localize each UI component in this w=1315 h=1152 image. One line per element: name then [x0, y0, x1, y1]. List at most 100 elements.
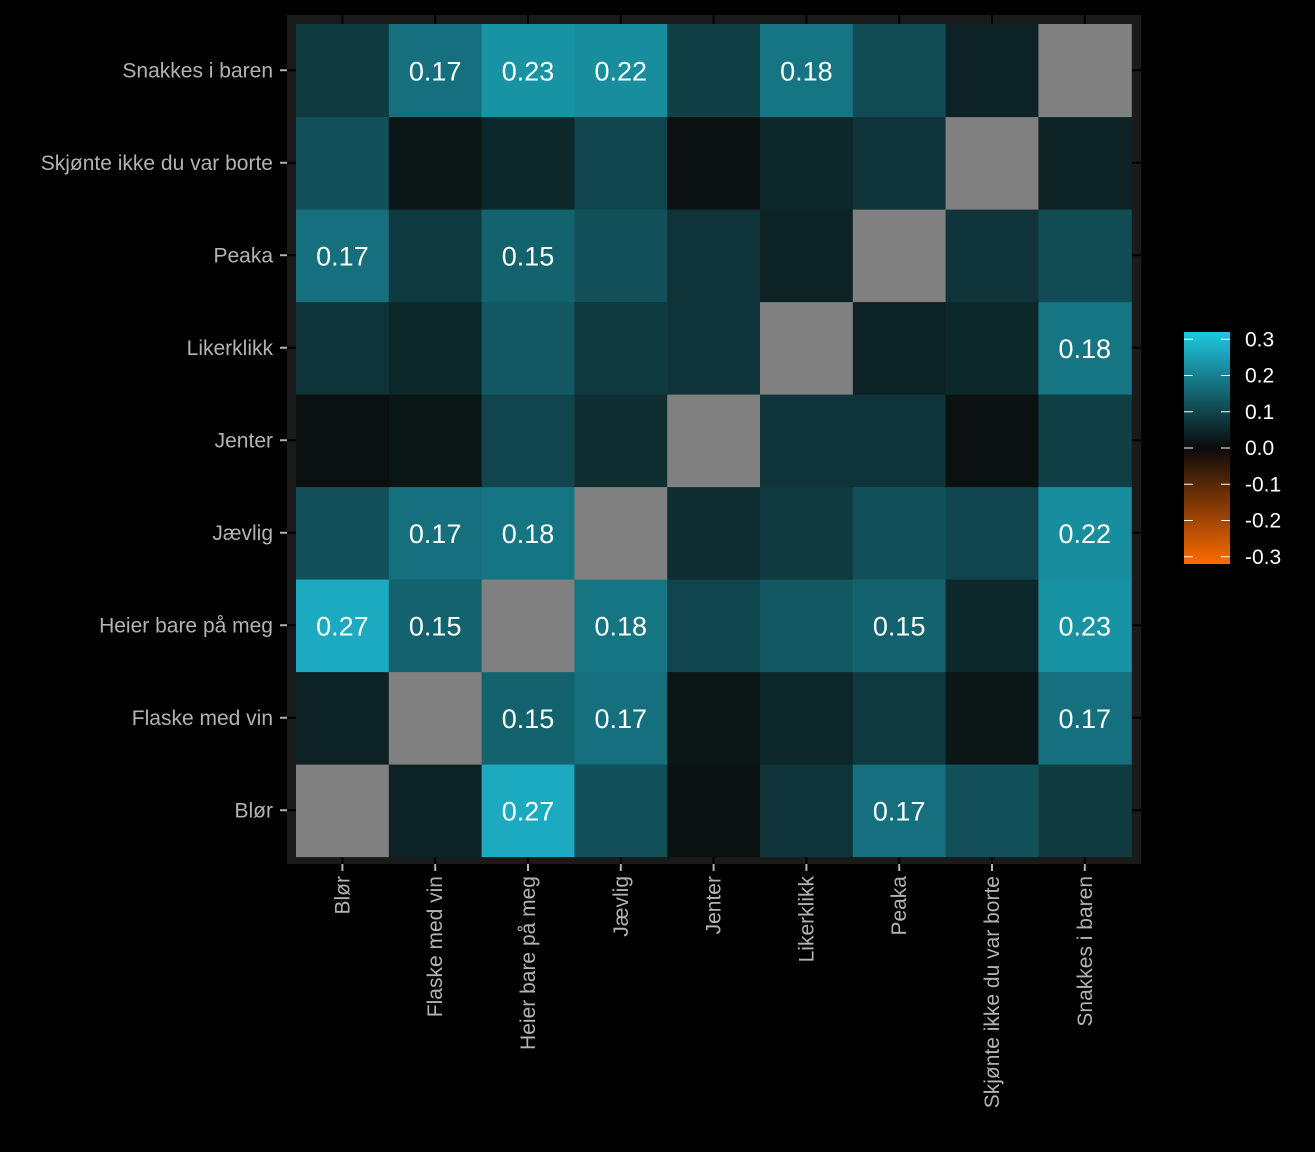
heatmap-cell	[852, 24, 947, 118]
y-tick-label: Jenter	[215, 429, 273, 452]
heatmap-cell	[945, 24, 1039, 118]
heatmap-cell	[388, 116, 483, 210]
y-tick-label: Jævlig	[212, 522, 273, 545]
heatmap-cell	[760, 394, 854, 488]
legend-tick-label: -0.1	[1245, 473, 1281, 496]
heatmap-cell	[481, 579, 575, 673]
heatmap-cell	[388, 486, 483, 580]
cell-value-label: 0.17	[409, 56, 462, 86]
heatmap-cell	[481, 24, 575, 118]
heatmap-cell	[760, 671, 854, 765]
cell-value-label: 0.17	[595, 704, 648, 734]
y-tick-label: Heier bare på meg	[99, 614, 273, 637]
x-tick-label: Flaske med vin	[424, 876, 447, 1017]
legend-tick-label: -0.2	[1245, 510, 1281, 533]
heatmap-cell	[1038, 209, 1132, 303]
heatmap-cell	[388, 394, 483, 488]
heatmap-cell	[760, 116, 854, 210]
heatmap-cell	[296, 116, 390, 210]
heatmap-cell	[1038, 764, 1132, 858]
heatmap-cell	[760, 579, 854, 673]
heatmap-cell	[296, 486, 390, 580]
heatmap-cell	[296, 579, 390, 673]
y-tick-label: Flaske med vin	[132, 707, 273, 730]
heatmap-cell	[388, 209, 483, 303]
heatmap-cell	[945, 301, 1039, 395]
heatmap-cell	[945, 764, 1039, 858]
heatmap-cell	[945, 486, 1039, 580]
heatmap-cell	[296, 764, 390, 858]
heatmap-cell	[574, 764, 668, 858]
legend-tick-label: 0.1	[1245, 401, 1274, 424]
y-tick-label: Skjønte ikke du var borte	[41, 152, 273, 175]
heatmap-cell	[481, 394, 575, 488]
cell-value-label: 0.27	[316, 611, 369, 641]
heatmap-cell	[852, 671, 947, 765]
x-tick-label: Heier bare på meg	[517, 876, 540, 1050]
heatmap-cell	[1038, 671, 1132, 765]
heatmap-cell	[667, 671, 761, 765]
legend-tick-label: 0.2	[1245, 365, 1274, 388]
heatmap-cell	[852, 486, 947, 580]
heatmap-cell	[574, 24, 668, 118]
y-tick-label: Snakkes i baren	[122, 59, 273, 82]
legend-ticks: 0.3 0.2 0.1 0.0 -0.1 -0.2 -0.3	[1184, 328, 1281, 569]
heatmap-cell	[852, 116, 947, 210]
heatmap-cell	[852, 209, 947, 303]
heatmap-cell	[1038, 486, 1132, 580]
heatmap-cell	[945, 116, 1039, 210]
heatmap-cell	[296, 394, 390, 488]
heatmap-cell	[667, 209, 761, 303]
legend-tick-label: 0.0	[1245, 437, 1274, 460]
heatmap-cell	[852, 301, 947, 395]
heatmap-cell	[574, 116, 668, 210]
heatmap-cell	[1038, 394, 1132, 488]
heatmap-cell	[760, 486, 854, 580]
heatmap-cell	[1038, 116, 1132, 210]
heatmap-cell	[945, 209, 1039, 303]
heatmap-cell	[481, 671, 575, 765]
heatmap-cell	[481, 301, 575, 395]
cell-value-label: 0.15	[502, 704, 555, 734]
cell-value-labels: 0.27 0.17 0.15 0.17 0.17 0.27 0.15 0.18 0.15 0.23…	[316, 56, 1111, 826]
heatmap-cell	[296, 301, 390, 395]
heatmap-cell	[481, 209, 575, 303]
heatmap-cell	[1038, 301, 1132, 395]
heatmap-cell	[667, 116, 761, 210]
heatmap-cell	[667, 301, 761, 395]
heatmap-cell	[388, 24, 483, 118]
heatmap-cell	[1038, 24, 1132, 118]
y-axis: Blør Flaske med vin Heier bare på meg Jævli…	[41, 59, 287, 822]
heatmap-cell	[667, 579, 761, 673]
heatmap-cell	[760, 24, 854, 118]
heatmap-cell	[945, 394, 1039, 488]
y-tick-label: Peaka	[213, 244, 273, 267]
cell-value-label: 0.18	[595, 611, 648, 641]
cell-value-label: 0.15	[409, 611, 462, 641]
heatmap-cell	[667, 394, 761, 488]
cell-value-label: 0.17	[1059, 704, 1112, 734]
heatmap-cell	[667, 24, 761, 118]
heatmap-cell	[852, 394, 947, 488]
heatmap-cell	[388, 579, 483, 673]
heatmap-cell	[852, 764, 947, 858]
heatmap-cell	[388, 301, 483, 395]
heatmap-cell	[388, 671, 483, 765]
heatmap-cell	[296, 209, 390, 303]
heatmap-cell	[760, 301, 854, 395]
heatmap-cell	[481, 116, 575, 210]
heatmap-cell	[667, 764, 761, 858]
cell-value-label: 0.15	[873, 611, 926, 641]
heatmap-cell	[574, 579, 668, 673]
color-legend: 0.3 0.2 0.1 0.0 -0.1 -0.2 -0.3	[1184, 328, 1281, 569]
heatmap-cell	[760, 209, 854, 303]
cell-value-label: 0.17	[409, 519, 462, 549]
x-tick-label: Skjønte ikke du var borte	[981, 876, 1004, 1108]
cell-value-label: 0.18	[780, 56, 833, 86]
heatmap-cell	[852, 579, 947, 673]
x-tick-label: Likerklikk	[795, 876, 818, 963]
y-tick-label: Likerklikk	[187, 337, 274, 360]
cell-value-label: 0.23	[502, 56, 555, 86]
y-tick-label: Blør	[235, 799, 274, 822]
